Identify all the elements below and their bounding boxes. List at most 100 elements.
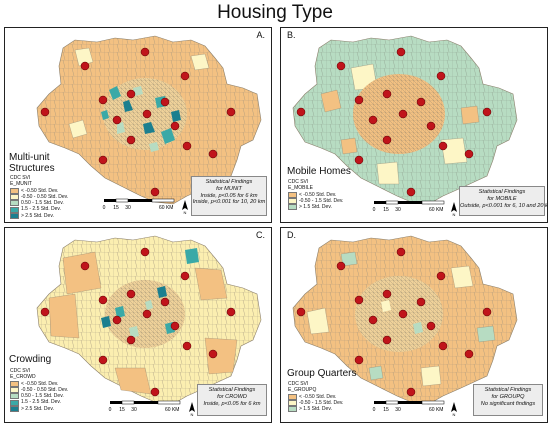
legend-swatch [288,198,297,205]
scale-tick-label: 15 [383,207,389,213]
legend-item: -0.50 - 1.5 Std. Dev. [288,197,344,205]
findings-line: Statistical Findings [478,189,526,195]
findings-line: Outside, p<0.001 for 6, 10 and 20 km [460,202,548,209]
map-legend: CDC SVI E_GROUPQ < -0.50 Std. Dev. -0.50… [288,381,344,413]
panel-letter: C. [256,230,265,240]
legend-label: 0.50 - 1.5 Std. Dev. [21,200,64,207]
figure-title: Housing Type [217,2,333,23]
legend-item: -0.50 - 0.50 Std. Dev. [10,386,69,394]
legend-item: > 1.5 Std. Dev. [288,204,343,211]
scale-tick-label: 15 [383,407,389,413]
panel-letter: B. [287,30,296,40]
panel-title: Multi-unit Structures [9,152,55,174]
svg-text:N: N [191,412,194,416]
scale-tick-label: 30 [131,407,137,413]
scale-tick-label: 15 [119,407,125,413]
legend-label: > 1.5 Std. Dev. [299,204,332,211]
legend-swatch [10,200,19,207]
panel-title: Crowding [9,354,52,365]
scale-bar: 0 15 30 60 KM [373,400,445,413]
legend-label: 1.5 - 2.5 Std. Dev. [21,399,61,406]
findings-line: Statistical Findings [205,179,253,185]
panel-title: Mobile Homes [287,166,351,177]
panel-title: Group Quarters [287,368,357,379]
scale-tick-label: 60 KM [429,407,443,413]
scale-tick-label: 30 [125,205,131,211]
panel-letter: A. [256,30,265,40]
scale-tick-label: 60 KM [429,207,443,213]
legend-label: 1.5 - 2.5 Std. Dev. [21,206,61,213]
legend-variable: E_MOBILE [288,185,314,192]
statistical-findings-box: Statistical Findings for MOBILE Outside,… [459,186,548,216]
orange-tracts [48,251,238,395]
legend-heading: CDC SVI [288,179,309,185]
legend-heading: CDC SVI [10,368,31,374]
scale-tick-label: 0 [373,207,376,213]
legend-label: > 1.5 Std. Dev. [299,406,332,413]
scale-tick-label: 15 [113,205,119,211]
legend-label: -0.50 - 1.5 Std. Dev. [299,399,344,406]
findings-line: Statistical Findings [484,387,532,393]
site-points [296,247,492,397]
legend-swatch [10,399,19,406]
site-points [40,247,236,397]
map-group-quarters [292,235,518,405]
statistical-findings-box: Statistical Findings for MUNIT Inside, p… [191,176,267,216]
map-panel-mobile-homes: B. Mobile Homes CDC SVI E_MOBILE < -0.50… [280,27,548,223]
scale-bar: 0 15 30 60 KM [103,198,175,211]
scale-tick-label: 60 KM [159,205,173,211]
legend-swatch [288,191,297,198]
north-arrow-icon: N [451,402,457,416]
legend-item: 0.50 - 1.5 Std. Dev. [10,200,68,207]
panel-letter: D. [287,230,296,240]
legend-label: < -0.50 Std. Dev. [21,380,59,387]
scale-bar: 0 15 30 60 KM [109,400,181,413]
findings-line: Inside, p<0.05 for 6 km [203,400,261,407]
findings-line: for MOBILE [487,195,517,202]
legend-item: > 2.5 Std. Dev. [10,406,68,412]
map-crowding [36,235,262,405]
scale-tick-label: 0 [103,205,106,211]
legend-swatch [288,406,297,413]
legend-swatch [10,212,19,219]
legend-item: < -0.50 Std. Dev. [288,394,343,400]
map-legend: CDC SVI E_MOBILE < -0.50 Std. Dev. -0.50… [288,179,344,211]
svg-text:N: N [453,212,456,216]
legend-label: -0.50 - 0.50 Std. Dev. [21,386,69,393]
legend-label: -0.50 - 0.50 Std. Dev. [21,193,69,200]
site-points [296,47,492,197]
legend-item: > 1.5 Std. Dev. [288,406,343,413]
yellow-and-green-tracts [306,251,496,387]
legend-label: -0.50 - 1.5 Std. Dev. [299,197,344,204]
legend-item: 1.5 - 2.5 Std. Dev. [10,399,68,406]
statistical-findings-box: Statistical Findings for CROWD Inside, p… [197,384,267,416]
legend-variable: E_GROUPQ [288,387,317,394]
findings-line: for GROUPQ [491,393,525,400]
findings-line: Inside, p<0.05 for 6 km [200,192,258,199]
findings-line: for MUNIT [216,185,242,192]
legend-swatch [10,405,19,412]
map-panel-multi-unit: A. Multi-unit Structures CDC SVI E_MUNIT… [4,27,272,223]
map-legend: CDC SVI E_MUNIT < -0.50 Std. Dev. -0.50 … [10,175,68,219]
scale-tick-label: 30 [395,207,401,213]
findings-line: Statistical Findings [208,387,256,393]
map-panel-group-quarters: D. Group Quarters CDC SVI E_GROUPQ < -0.… [280,227,548,423]
legend-swatch [10,194,19,201]
findings-line: No significant findings [480,400,536,407]
legend-heading: CDC SVI [288,381,309,387]
map-mobile-homes [292,35,518,205]
legend-swatch [10,387,19,394]
findings-line: for CROWD [217,393,247,400]
legend-swatch [10,393,19,400]
site-points [40,47,236,197]
map-panel-crowding: C. Crowding CDC SVI E_CROWD < -0.50 Std.… [4,227,272,423]
legend-swatch [288,400,297,407]
legend-variable: E_MUNIT [10,181,32,188]
legend-label: < -0.50 Std. Dev. [299,393,337,400]
findings-line: Inside, p<0.001 for 10, 20 km [192,199,266,206]
legend-label: 0.50 - 1.5 Std. Dev. [21,393,64,400]
legend-label: < -0.50 Std. Dev. [21,187,59,194]
light-yellow-tracts [68,47,210,139]
legend-item: > 2.5 Std. Dev. [10,213,68,219]
legend-swatch [288,393,297,400]
